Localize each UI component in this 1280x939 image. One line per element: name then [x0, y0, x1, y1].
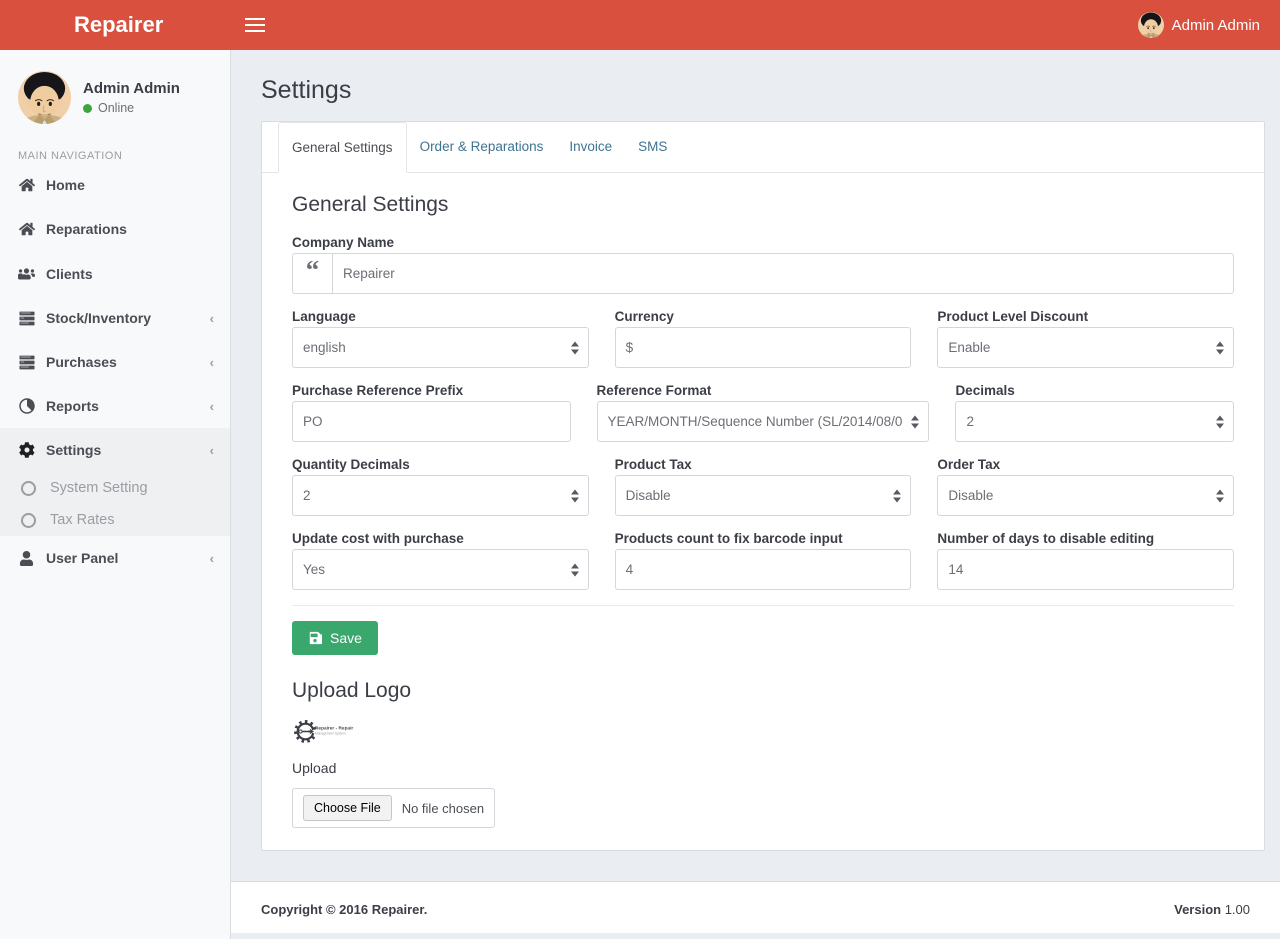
svg-text:Management System: Management System: [315, 731, 346, 735]
svg-text:Repairer - Repair Shop: Repairer - Repair Shop: [315, 726, 354, 732]
